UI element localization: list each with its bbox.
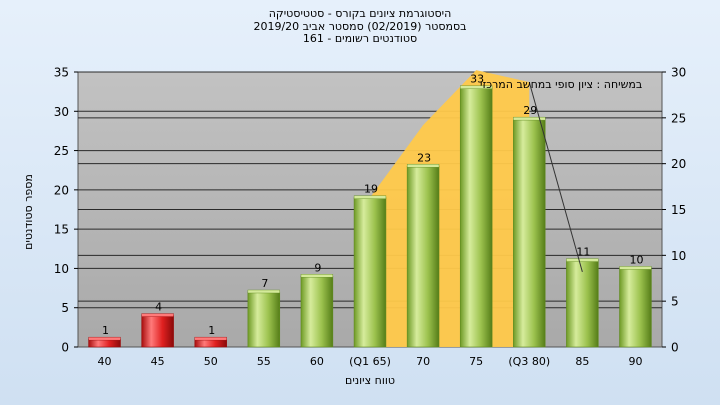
- bar-6: [406, 165, 440, 348]
- bar-7: [459, 87, 493, 348]
- y-tick-right-10: 10: [671, 249, 686, 263]
- bar-8: [513, 118, 546, 348]
- data-label-9: 11: [576, 246, 590, 259]
- x-tick-labels: 40 45 50 55 60 (Q1 65) 70 75 (Q3 80) 85 90: [98, 355, 643, 368]
- y-tick-left-5: 5: [61, 301, 69, 315]
- chart-title-line-2: בסמסטר (02/2019) סמסטר אביב 2019/20: [253, 19, 467, 33]
- data-labels: 1 4 1 7 9 19 23 33 29 11 10: [102, 73, 643, 337]
- bar-top-7: [460, 85, 493, 89]
- x-tick-10: 90: [628, 355, 642, 368]
- data-label-6: 23: [417, 151, 431, 164]
- line-layer: [528, 81, 583, 272]
- x-tick-1: 45: [151, 355, 165, 368]
- y-tick-left-30: 30: [54, 105, 69, 119]
- x-tick-2: 50: [204, 355, 218, 368]
- data-label-8: 29: [523, 104, 537, 117]
- x-tick-4: 60: [310, 355, 324, 368]
- data-label-5: 19: [364, 183, 378, 196]
- x-axis-label: טווח ציונים: [345, 374, 395, 387]
- bar-top-10: [619, 266, 652, 270]
- bar-5: [353, 197, 387, 348]
- y-tick-right-5: 5: [671, 295, 679, 309]
- data-label-10: 10: [629, 253, 643, 266]
- bar-top-0: [88, 336, 121, 341]
- y-tick-left-15: 15: [54, 223, 69, 237]
- chart-title-line-1: היסטוגרמת ציונים בקורס - סטטיסטיקה: [268, 7, 452, 20]
- data-label-4: 9: [314, 261, 321, 274]
- data-label-7: 33: [470, 73, 484, 86]
- line-series-segment: [528, 81, 583, 272]
- y-tick-left-10: 10: [54, 262, 69, 276]
- y-tick-left-20: 20: [54, 183, 69, 197]
- x-tick-7: 75: [469, 355, 483, 368]
- y-tick-left-35: 35: [54, 66, 69, 80]
- x-tick-8: (Q3 80): [508, 355, 550, 368]
- bar-top-6: [406, 164, 440, 168]
- bar-top-5: [353, 195, 387, 199]
- bar-3: [247, 291, 281, 348]
- chart-annotation: במשיחה : ציון סופי במחשב המרכזי: [480, 78, 642, 91]
- chart-title-line-3: סטודנטים רשומים - 161: [302, 32, 418, 45]
- y-tick-labels-right: 0 5 10 15 20 25 30: [662, 66, 686, 355]
- y-tick-left-25: 25: [54, 144, 69, 158]
- y-axis-label: מספר סטודנטים: [22, 174, 35, 250]
- data-label-0: 1: [102, 324, 109, 337]
- bar-top-2: [194, 336, 227, 341]
- x-tick-5: (Q1 65): [349, 355, 391, 368]
- y-tick-labels-left: 0 5 10 15 20 25 30 35: [54, 66, 78, 355]
- bar-top-8: [513, 116, 546, 121]
- bar-10: [619, 268, 652, 348]
- y-tick-left-0: 0: [61, 341, 69, 355]
- bar-top-1: [141, 313, 174, 317]
- y-tick-right-15: 15: [671, 203, 686, 217]
- x-tick-6: 70: [416, 355, 430, 368]
- y-tick-right-25: 25: [671, 111, 686, 125]
- y-tick-right-30: 30: [671, 66, 686, 80]
- bar-1: [141, 315, 174, 348]
- data-label-3: 7: [261, 277, 268, 290]
- data-label-1: 4: [155, 301, 162, 314]
- x-tick-9: 85: [575, 355, 589, 368]
- bar-top-9: [566, 258, 599, 262]
- bar-top-4: [300, 274, 334, 278]
- x-tick-0: 40: [98, 355, 112, 368]
- y-tick-right-20: 20: [671, 157, 686, 171]
- y-tick-right-0: 0: [671, 341, 679, 355]
- bar-4: [300, 275, 334, 348]
- bars-layer: [88, 85, 652, 348]
- bar-top-3: [247, 289, 280, 294]
- data-label-2: 1: [208, 324, 215, 337]
- chart-title-block: היסטוגרמת ציונים בקורס - סטטיסטיקה בסמסט…: [0, 7, 720, 46]
- x-tick-3: 55: [257, 355, 271, 368]
- bar-9: [566, 260, 599, 348]
